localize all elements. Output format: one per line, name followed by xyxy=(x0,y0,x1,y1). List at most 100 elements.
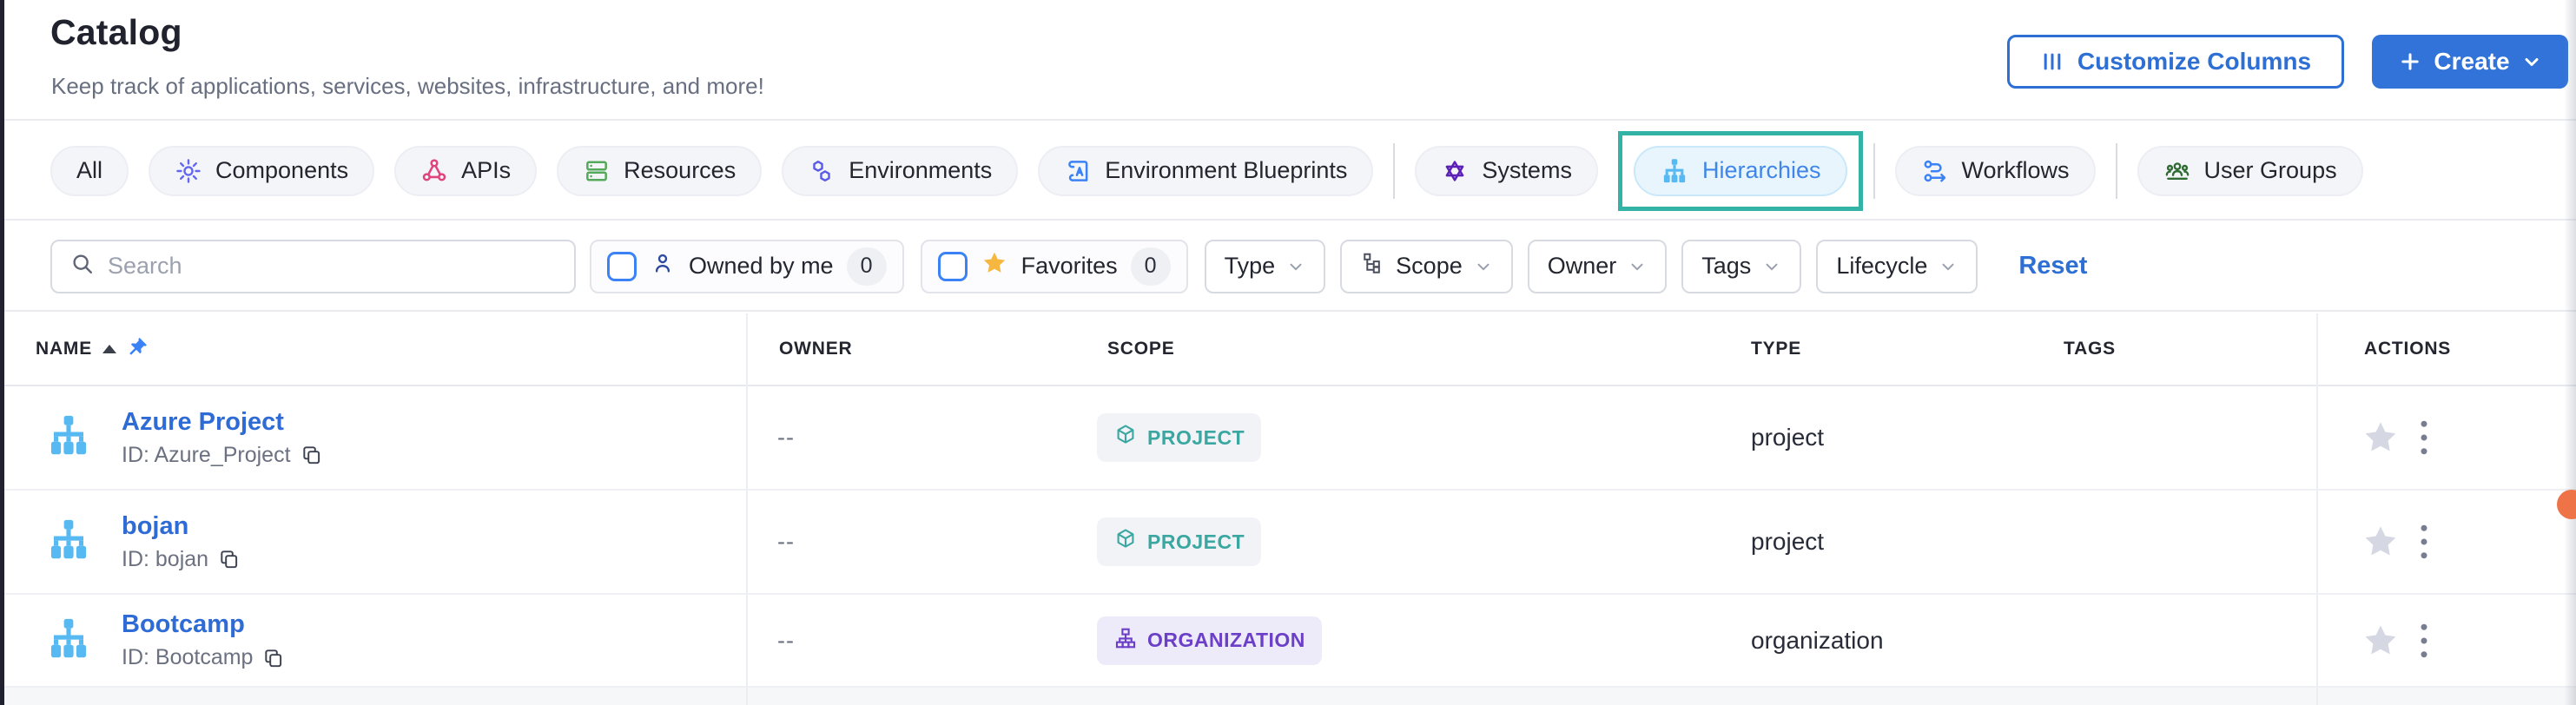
tab-apis-label: APIs xyxy=(461,157,512,183)
favorite-star-icon[interactable] xyxy=(2361,621,2401,661)
sort-asc-icon[interactable] xyxy=(102,345,117,353)
owner-cell: -- xyxy=(777,627,795,653)
notification-dot[interactable] xyxy=(2557,490,2576,519)
copy-icon[interactable] xyxy=(218,548,241,570)
tab-group-divider xyxy=(1873,142,1875,199)
type-cell: project xyxy=(1751,528,1825,555)
actions-cell xyxy=(2361,522,2430,562)
favorites-checkbox[interactable] xyxy=(937,251,968,281)
tab-workflows-label: Workflows xyxy=(1961,157,2070,183)
blueprint-icon xyxy=(1064,157,1092,185)
type-filter-label: Type xyxy=(1224,253,1276,279)
kebab-menu-icon[interactable] xyxy=(2418,418,2430,458)
search-input[interactable] xyxy=(108,253,557,280)
owned-by-me-label: Owned by me xyxy=(689,253,834,279)
tags-filter-dropdown[interactable]: Tags xyxy=(1681,239,1802,293)
gear-icon xyxy=(175,157,202,185)
pin-icon[interactable] xyxy=(127,335,149,363)
hierarchies-highlight-box: Hierarchies xyxy=(1617,130,1863,211)
favorites-filter[interactable]: Favorites 0 xyxy=(920,239,1188,293)
table-row[interactable]: bojan ID: bojan -- PROJECT project xyxy=(4,491,2576,595)
owned-by-me-filter[interactable]: Owned by me 0 xyxy=(590,239,904,293)
actions-cell xyxy=(2361,418,2430,458)
tab-group-divider xyxy=(2115,142,2117,199)
type-filter-dropdown[interactable]: Type xyxy=(1204,239,1326,293)
entity-cell: bojan ID: bojan xyxy=(122,491,241,593)
kebab-menu-icon[interactable] xyxy=(2418,522,2430,562)
lifecycle-filter-dropdown[interactable]: Lifecycle xyxy=(1816,239,1978,293)
search-box[interactable] xyxy=(50,239,576,293)
tab-resources[interactable]: Resources xyxy=(557,145,763,196)
columns-icon xyxy=(2040,49,2064,74)
page-header: Catalog Keep track of applications, serv… xyxy=(4,0,2576,121)
owned-by-me-count: 0 xyxy=(846,247,887,286)
favorite-star-icon[interactable] xyxy=(2361,418,2401,458)
customize-columns-button[interactable]: Customize Columns xyxy=(2007,35,2344,89)
right-edge-shadow xyxy=(2564,0,2576,705)
copy-icon[interactable] xyxy=(262,647,285,669)
owner-cell: -- xyxy=(777,528,795,555)
table-row[interactable]: Azure Project ID: Azure_Project -- PROJE… xyxy=(4,386,2576,491)
star-icon xyxy=(981,249,1008,283)
next-row-edge xyxy=(4,688,2576,705)
org-chart-icon xyxy=(1113,626,1138,656)
kebab-menu-icon[interactable] xyxy=(2418,621,2430,661)
column-header-tags[interactable]: TAGS xyxy=(2064,339,2116,359)
column-header-owner[interactable]: OWNER xyxy=(779,339,853,359)
type-cell: project xyxy=(1751,424,1825,451)
table-header: NAME OWNER SCOPE TYPE TAGS ACTIONS xyxy=(4,313,2576,386)
reset-filters-link[interactable]: Reset xyxy=(2018,252,2088,280)
column-header-scope[interactable]: SCOPE xyxy=(1107,339,1175,359)
tab-environment-blueprints[interactable]: Environment Blueprints xyxy=(1038,145,1374,196)
owned-by-me-checkbox[interactable] xyxy=(607,251,637,281)
entity-name-link[interactable]: Bootcamp xyxy=(122,610,245,638)
tab-all[interactable]: All xyxy=(50,145,129,196)
entity-cell: Bootcamp ID: Bootcamp xyxy=(122,595,285,686)
scope-filter-label: Scope xyxy=(1396,253,1463,279)
filter-bar: Owned by me 0 Favorites 0 Type Scope xyxy=(4,222,2576,312)
copy-icon[interactable] xyxy=(301,444,323,466)
chevron-down-icon xyxy=(1286,257,1305,276)
tab-hierarchies[interactable]: Hierarchies xyxy=(1633,145,1847,196)
tab-workflows[interactable]: Workflows xyxy=(1894,145,2096,196)
tab-group-divider xyxy=(1393,142,1396,199)
tab-environments-label: Environments xyxy=(849,157,993,183)
favorite-star-icon[interactable] xyxy=(2361,522,2401,562)
chevron-down-icon xyxy=(1474,257,1493,276)
favorites-count: 0 xyxy=(1130,247,1171,286)
scope-badge: PROJECT xyxy=(1097,517,1262,566)
workflow-icon xyxy=(1921,157,1949,185)
lifecycle-filter-label: Lifecycle xyxy=(1836,253,1928,279)
tab-systems-label: Systems xyxy=(1482,157,1572,183)
tab-user-groups[interactable]: User Groups xyxy=(2137,145,2363,196)
tab-hierarchies-label: Hierarchies xyxy=(1701,157,1821,183)
systems-icon xyxy=(1441,157,1469,185)
actions-cell xyxy=(2361,621,2430,661)
tab-environment-blueprints-label: Environment Blueprints xyxy=(1105,157,1348,183)
column-header-name[interactable]: NAME xyxy=(36,335,149,363)
tab-components[interactable]: Components xyxy=(149,145,375,196)
table-row[interactable]: Bootcamp ID: Bootcamp -- ORGANIZATION or… xyxy=(4,595,2576,688)
tab-apis[interactable]: APIs xyxy=(394,145,538,196)
resources-icon xyxy=(583,157,611,185)
hierarchy-icon xyxy=(44,412,93,465)
cube-icon xyxy=(1113,423,1138,452)
entity-name-link[interactable]: bojan xyxy=(122,511,189,540)
create-button[interactable]: Create xyxy=(2372,35,2568,89)
tab-resources-label: Resources xyxy=(624,157,736,183)
entity-cell: Azure Project ID: Azure_Project xyxy=(122,386,323,489)
hierarchy-icon xyxy=(44,516,93,569)
tab-environments[interactable]: Environments xyxy=(782,145,1019,196)
page-subtitle: Keep track of applications, services, we… xyxy=(51,73,764,99)
user-groups-icon xyxy=(2163,157,2191,185)
owner-filter-dropdown[interactable]: Owner xyxy=(1527,239,1668,293)
hierarchy-icon xyxy=(44,614,93,667)
column-header-type[interactable]: TYPE xyxy=(1751,339,1802,359)
entity-name-link[interactable]: Azure Project xyxy=(122,407,284,436)
scope-badge: PROJECT xyxy=(1097,413,1262,462)
scope-filter-dropdown[interactable]: Scope xyxy=(1340,239,1513,293)
tab-systems[interactable]: Systems xyxy=(1415,145,1598,196)
owner-cell: -- xyxy=(777,424,795,451)
customize-columns-label: Customize Columns xyxy=(2077,48,2312,75)
